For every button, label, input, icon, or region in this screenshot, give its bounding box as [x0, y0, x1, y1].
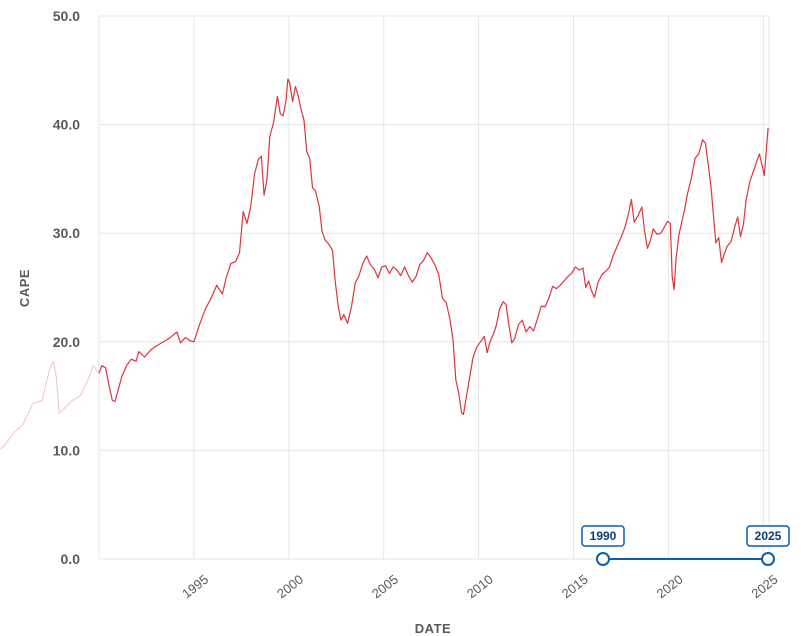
x-tick-label-2015: 2015 — [559, 572, 591, 602]
x-tick-label-2000: 2000 — [274, 572, 306, 602]
x-tick-label-1995: 1995 — [179, 572, 211, 602]
slider-start-handle[interactable] — [596, 552, 610, 566]
slider-start-label: 1990 — [590, 529, 617, 543]
y-tick-label-30: 30.0 — [53, 225, 80, 241]
series-layer — [0, 78, 769, 450]
cape-line — [98, 78, 769, 416]
y-tick-label-10: 10.0 — [53, 442, 80, 458]
x-tick-label-2005: 2005 — [369, 572, 401, 602]
slider-end-box — [746, 525, 790, 547]
y-axis-ticks: 0.0 10.0 20.0 30.0 40.0 50.0 — [53, 8, 80, 567]
y-axis-label: CAPE — [17, 269, 32, 307]
slider-end-label: 2025 — [755, 529, 782, 543]
cape-faded-line — [0, 360, 100, 450]
slider-end-handle[interactable] — [761, 552, 775, 566]
y-tick-label-40: 40.0 — [53, 117, 80, 133]
slider-start-box — [581, 525, 625, 547]
x-axis-ticks: 1995 2000 2005 2010 2015 2020 2025 — [179, 572, 780, 602]
y-tick-label-0: 0.0 — [61, 551, 81, 567]
y-tick-label-50: 50.0 — [53, 8, 80, 24]
date-range-slider[interactable]: 1990 2025 — [581, 525, 790, 566]
x-tick-label-2020: 2020 — [654, 572, 686, 602]
x-gridlines — [98, 16, 770, 559]
x-tick-label-2010: 2010 — [464, 572, 496, 602]
y-tick-label-20: 20.0 — [53, 334, 80, 350]
x-tick-label-2025: 2025 — [749, 572, 781, 602]
x-axis-label: DATE — [415, 621, 451, 636]
